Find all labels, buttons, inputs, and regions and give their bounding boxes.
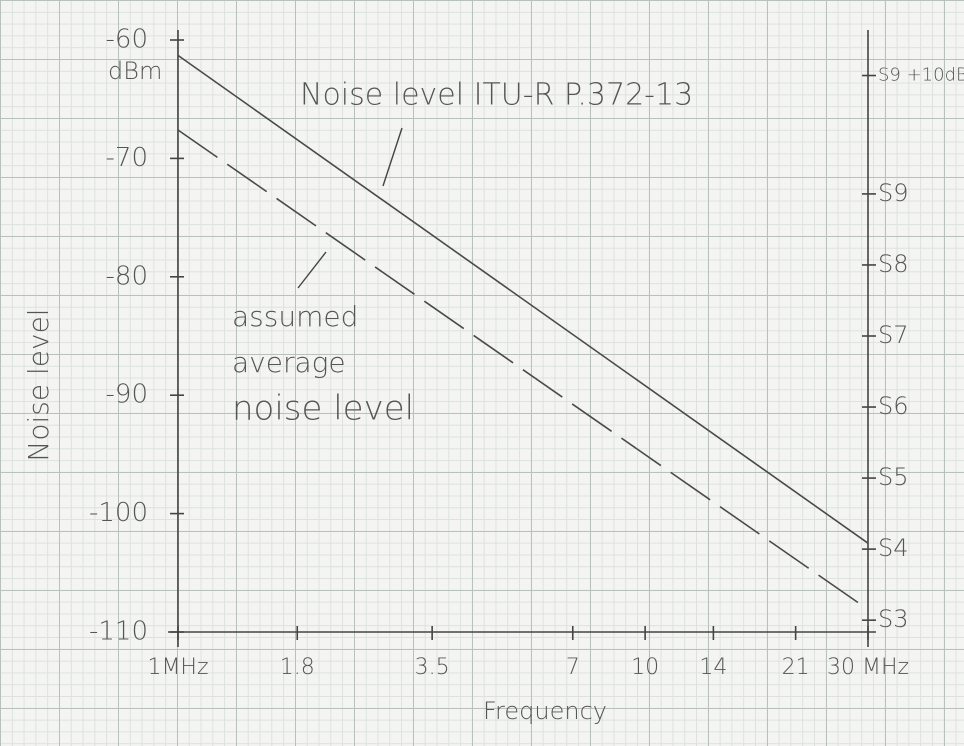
y2-tick-label: S9: [878, 179, 909, 207]
y2-tick-label: S7: [878, 321, 909, 349]
y2-tick-label: S8: [878, 250, 909, 278]
chart: dBm Noise level Frequency -110 -100 -90 -80…: [0, 0, 964, 746]
x-tick-label: 21: [782, 655, 810, 680]
y2-tick-label: S6: [878, 392, 909, 420]
x-tick-label: 1.8: [280, 655, 315, 680]
y-axis-label: Noise level: [22, 308, 55, 461]
y2-tick-label: S3: [878, 605, 909, 633]
y-tick-label: -60: [106, 25, 148, 55]
annotation: Noise level ITU-R P.372-13: [300, 78, 693, 113]
y2-tick-label: S4: [878, 534, 909, 562]
y-unit: dBm: [108, 57, 162, 85]
annotation-leader: [383, 128, 402, 186]
annotation: assumed: [232, 300, 358, 333]
x-tick-label: 10: [631, 655, 659, 680]
annotation-leader: [298, 252, 326, 288]
x-tick-label: 1MHz: [147, 655, 208, 680]
annotation: noise level: [232, 389, 414, 429]
page: dBm Noise level Frequency -110 -100 -90 -80…: [0, 0, 964, 746]
x-axis-label: Frequency: [483, 697, 607, 725]
y-tick-label: -90: [106, 380, 148, 410]
y-tick-label: -80: [106, 261, 148, 291]
x-tick-label: 30 MHz: [827, 655, 909, 680]
x-tick-label: 3.5: [415, 655, 450, 680]
x-tick-label: 7: [566, 655, 580, 680]
x-tick-label: 14: [699, 655, 727, 680]
y2-tick-label: S9 +10dB: [878, 65, 964, 86]
y2-tick-label: S5: [878, 463, 909, 491]
annotation: average: [232, 346, 346, 379]
y-tick-label: -100: [89, 498, 148, 528]
y-tick-label: -110: [89, 617, 148, 647]
y-tick-label: -70: [106, 143, 148, 173]
